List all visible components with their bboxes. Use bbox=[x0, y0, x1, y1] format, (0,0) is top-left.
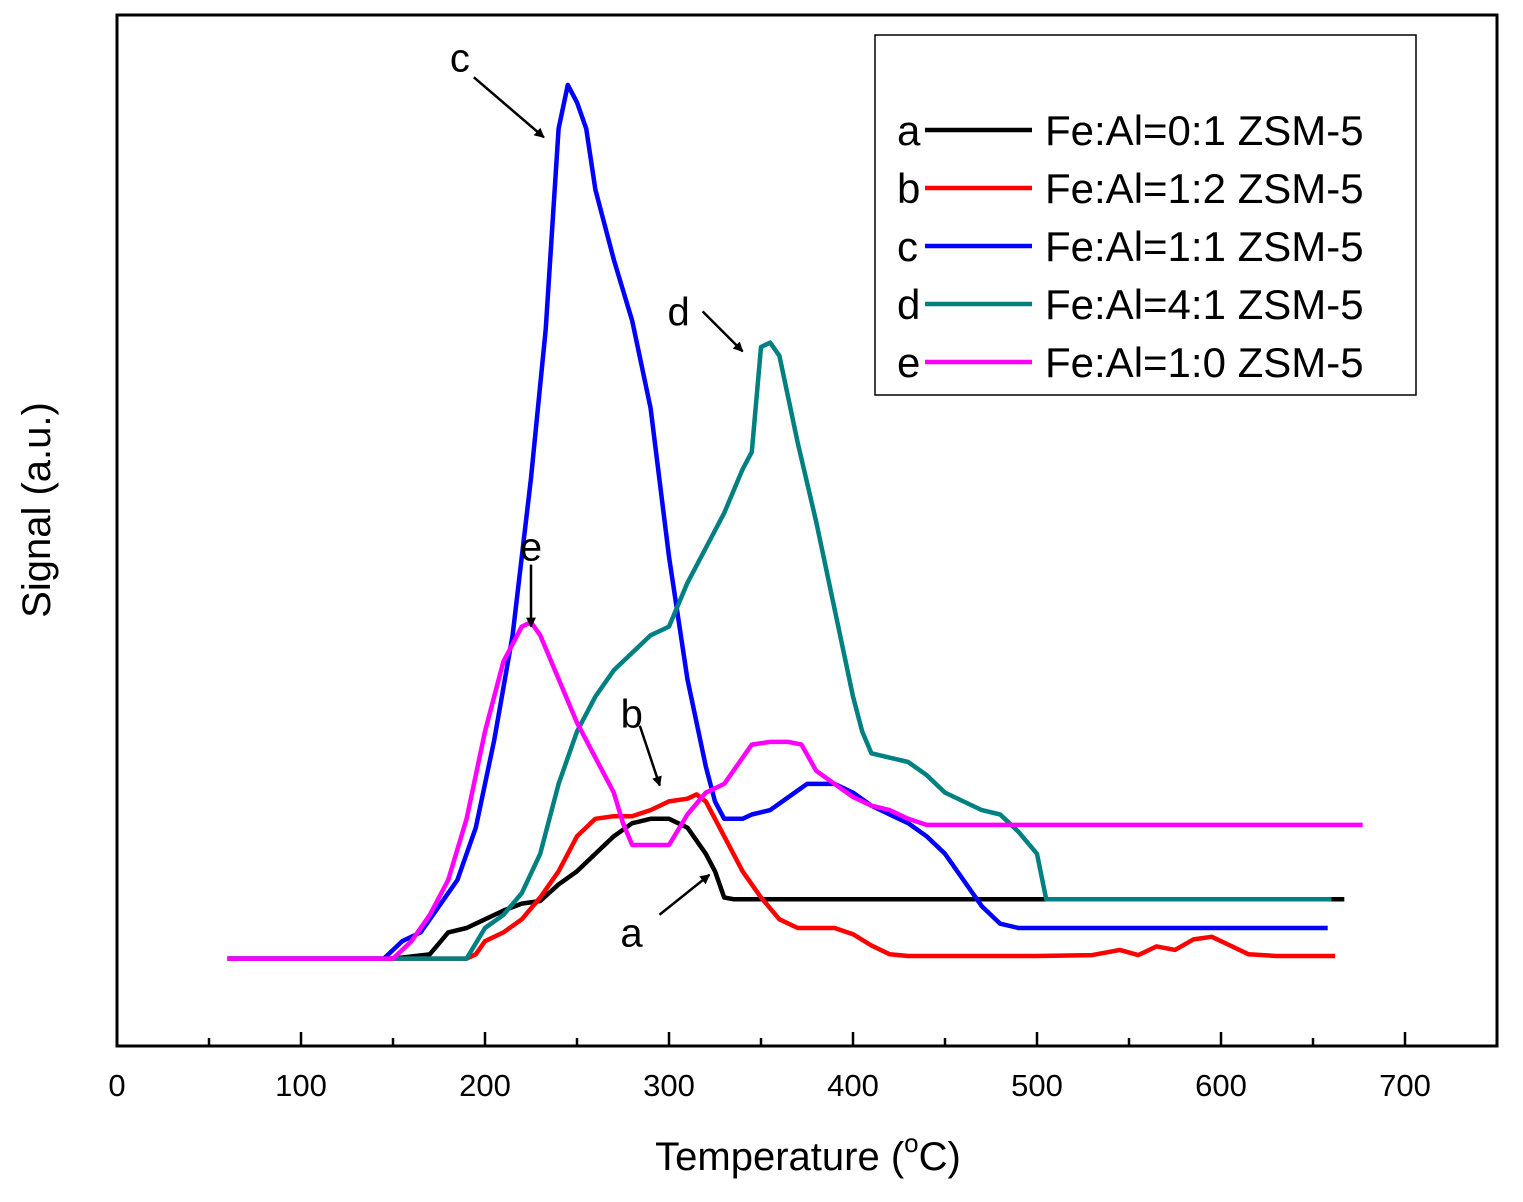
annotation-arrow-c bbox=[473, 76, 545, 139]
x-axis: 0 100 200 300 400 500 600 700 bbox=[108, 1032, 1499, 1103]
annotation-label-c: c bbox=[450, 36, 470, 80]
series-line-d bbox=[227, 340, 1332, 961]
series-line-b bbox=[227, 792, 1336, 961]
annotation-label-b: b bbox=[621, 693, 643, 737]
legend-key-e: e bbox=[897, 339, 920, 386]
x-tick-label: 600 bbox=[1195, 1068, 1247, 1103]
legend-label-a: Fe:Al=0:1 ZSM-5 bbox=[1045, 107, 1364, 154]
x-tick-label: 300 bbox=[643, 1068, 695, 1103]
y-axis-title: Signal (a.u.) bbox=[15, 402, 59, 618]
annotation-arrow-d bbox=[701, 310, 744, 353]
annotation-arrow-b bbox=[638, 725, 662, 787]
x-tick-label: 200 bbox=[459, 1068, 511, 1103]
series-line-e bbox=[227, 619, 1363, 961]
x-axis-title-main: Temperature ( bbox=[655, 1135, 905, 1179]
legend: a Fe:Al=0:1 ZSM-5 b Fe:Al=1:2 ZSM-5 c Fe:Al=1… bbox=[874, 34, 1417, 396]
legend-key-a: a bbox=[897, 107, 921, 154]
legend-label-c: Fe:Al=1:1 ZSM-5 bbox=[1045, 223, 1364, 270]
series-line-a bbox=[227, 816, 1345, 961]
annotations: c d e b a bbox=[450, 36, 744, 956]
x-axis-title-degree: o bbox=[904, 1128, 918, 1158]
x-tick-label: 400 bbox=[827, 1068, 879, 1103]
legend-label-e: Fe:Al=1:0 ZSM-5 bbox=[1045, 339, 1364, 386]
annotation-arrow-a bbox=[658, 873, 711, 916]
x-axis-title-unit: C) bbox=[919, 1135, 961, 1179]
plot-frame bbox=[115, 13, 1499, 1048]
annotation-label-a: a bbox=[620, 912, 643, 956]
series-line-c bbox=[227, 82, 1328, 961]
legend-label-d: Fe:Al=4:1 ZSM-5 bbox=[1045, 281, 1364, 328]
legend-key-d: d bbox=[897, 281, 920, 328]
x-tick-label: 700 bbox=[1379, 1068, 1431, 1103]
x-tick-label: 100 bbox=[275, 1068, 327, 1103]
legend-key-c: c bbox=[897, 223, 918, 270]
annotation-label-d: d bbox=[667, 290, 689, 334]
legend-label-b: Fe:Al=1:2 ZSM-5 bbox=[1045, 165, 1364, 212]
legend-key-b: b bbox=[897, 165, 920, 212]
annotation-label-e: e bbox=[520, 526, 542, 570]
series-group bbox=[227, 82, 1363, 961]
x-axis-title: Temperature (oC) bbox=[655, 1128, 961, 1179]
x-tick-label: 500 bbox=[1011, 1068, 1063, 1103]
x-tick-label: 0 bbox=[108, 1068, 125, 1103]
legend-box bbox=[874, 34, 1417, 396]
